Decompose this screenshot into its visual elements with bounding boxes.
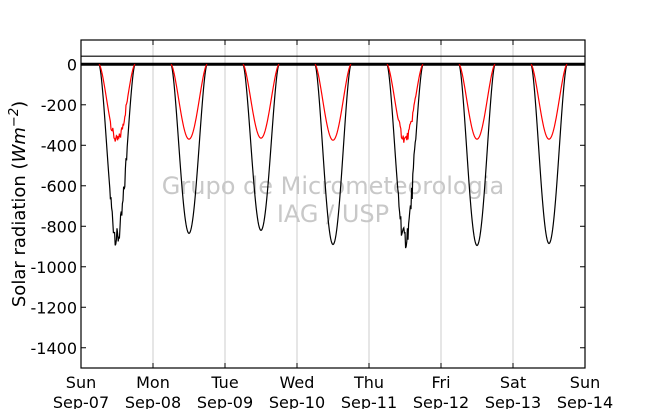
series-line bbox=[98, 63, 568, 143]
svg-text:Solar radiation (Wm−2): Solar radiation (Wm−2) bbox=[7, 101, 31, 307]
y-tick-label: -1400 bbox=[31, 339, 78, 358]
x-tick-date-label: Sep-12 bbox=[413, 393, 469, 409]
y-tick-label: -400 bbox=[41, 136, 77, 155]
watermark-line-1: Grupo de Micrometeorologia bbox=[162, 172, 504, 200]
y-axis-label-text: Solar radiation ( bbox=[9, 162, 30, 307]
x-tick-date-label: Sep-08 bbox=[125, 393, 181, 409]
y-axis-label-unit: Wm bbox=[9, 127, 30, 162]
x-tick-day-label: Sun bbox=[66, 373, 96, 392]
y-tick-label: -600 bbox=[41, 177, 77, 196]
x-tick-day-label: Tue bbox=[210, 373, 238, 392]
y-tick-label: -1200 bbox=[31, 298, 78, 317]
x-tick-date-label: Sep-07 bbox=[53, 393, 109, 409]
y-tick-label: -1000 bbox=[31, 258, 78, 277]
grid-lines bbox=[152, 40, 514, 368]
plot-frame bbox=[80, 39, 586, 369]
series-lines bbox=[98, 63, 568, 249]
y-axis-label: Solar radiation (Wm−2) bbox=[7, 101, 31, 307]
watermark: Grupo de Micrometeorologia IAG / USP bbox=[162, 172, 504, 228]
x-tick-date-label: Sep-14 bbox=[557, 393, 613, 409]
x-tick-day-label: Fri bbox=[431, 373, 450, 392]
x-tick-day-label: Sun bbox=[570, 373, 600, 392]
y-tick-label: 0 bbox=[67, 55, 77, 74]
y-tick-label: -800 bbox=[41, 217, 77, 236]
x-tick-day-label: Wed bbox=[280, 373, 315, 392]
x-tick-date-label: Sep-11 bbox=[341, 393, 397, 409]
axis-ticks: 0-200-400-600-800-1000-1200-1400SunSep-0… bbox=[31, 40, 613, 409]
watermark-line-2: IAG / USP bbox=[277, 200, 389, 228]
reference-lines bbox=[81, 55, 585, 66]
x-tick-day-label: Sat bbox=[500, 373, 526, 392]
x-tick-day-label: Thu bbox=[353, 373, 384, 392]
y-axis-label-exponent: −2 bbox=[7, 108, 22, 127]
x-tick-date-label: Sep-09 bbox=[197, 393, 253, 409]
y-axis-label-close: ) bbox=[9, 101, 30, 108]
x-tick-date-label: Sep-13 bbox=[485, 393, 541, 409]
x-tick-day-label: Mon bbox=[136, 373, 170, 392]
y-tick-label: -200 bbox=[41, 96, 77, 115]
series-line bbox=[98, 64, 568, 249]
x-tick-date-label: Sep-10 bbox=[269, 393, 325, 409]
